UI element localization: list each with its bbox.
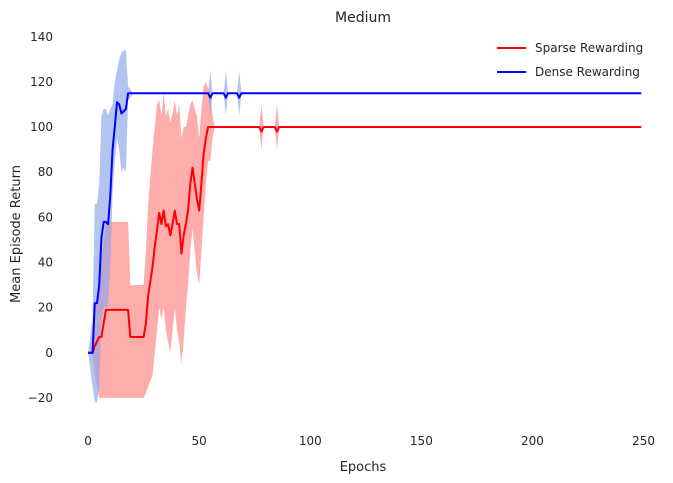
y-tick-label: 60 [38, 210, 53, 224]
y-tick-label: −20 [28, 391, 53, 405]
y-tick-label: 100 [30, 120, 53, 134]
series-band-1 [88, 81, 642, 398]
series-line-2 [88, 92, 642, 354]
x-tick-label: 0 [84, 434, 92, 448]
series-line-1 [88, 126, 642, 354]
y-tick-label: 140 [30, 30, 53, 44]
legend-label-1: Sparse Rewarding [535, 41, 643, 55]
x-tick-label: 250 [632, 434, 655, 448]
y-tick-label: 80 [38, 165, 53, 179]
x-tick-label: 100 [299, 434, 322, 448]
chart-title: Medium [335, 10, 391, 26]
y-axis-title: Mean Episode Return [9, 165, 24, 303]
legend-label-2: Dense Rewarding [535, 65, 640, 79]
x-axis-title: Epochs [340, 460, 387, 475]
x-tick-label: 50 [192, 434, 207, 448]
x-tick-label: 150 [410, 434, 433, 448]
x-axis-ticks: 0 50 100 150 200 250 [84, 434, 655, 448]
y-tick-label: 0 [45, 346, 53, 360]
confidence-bands [88, 50, 642, 403]
y-tick-label: 120 [30, 75, 53, 89]
y-tick-label: 40 [38, 255, 53, 269]
y-tick-label: 20 [38, 301, 53, 315]
legend: Sparse Rewarding Dense Rewarding [497, 41, 643, 79]
y-axis-ticks: −20 0 20 40 60 80 100 120 140 [28, 30, 53, 405]
series-lines [88, 92, 642, 354]
x-tick-label: 200 [521, 434, 544, 448]
